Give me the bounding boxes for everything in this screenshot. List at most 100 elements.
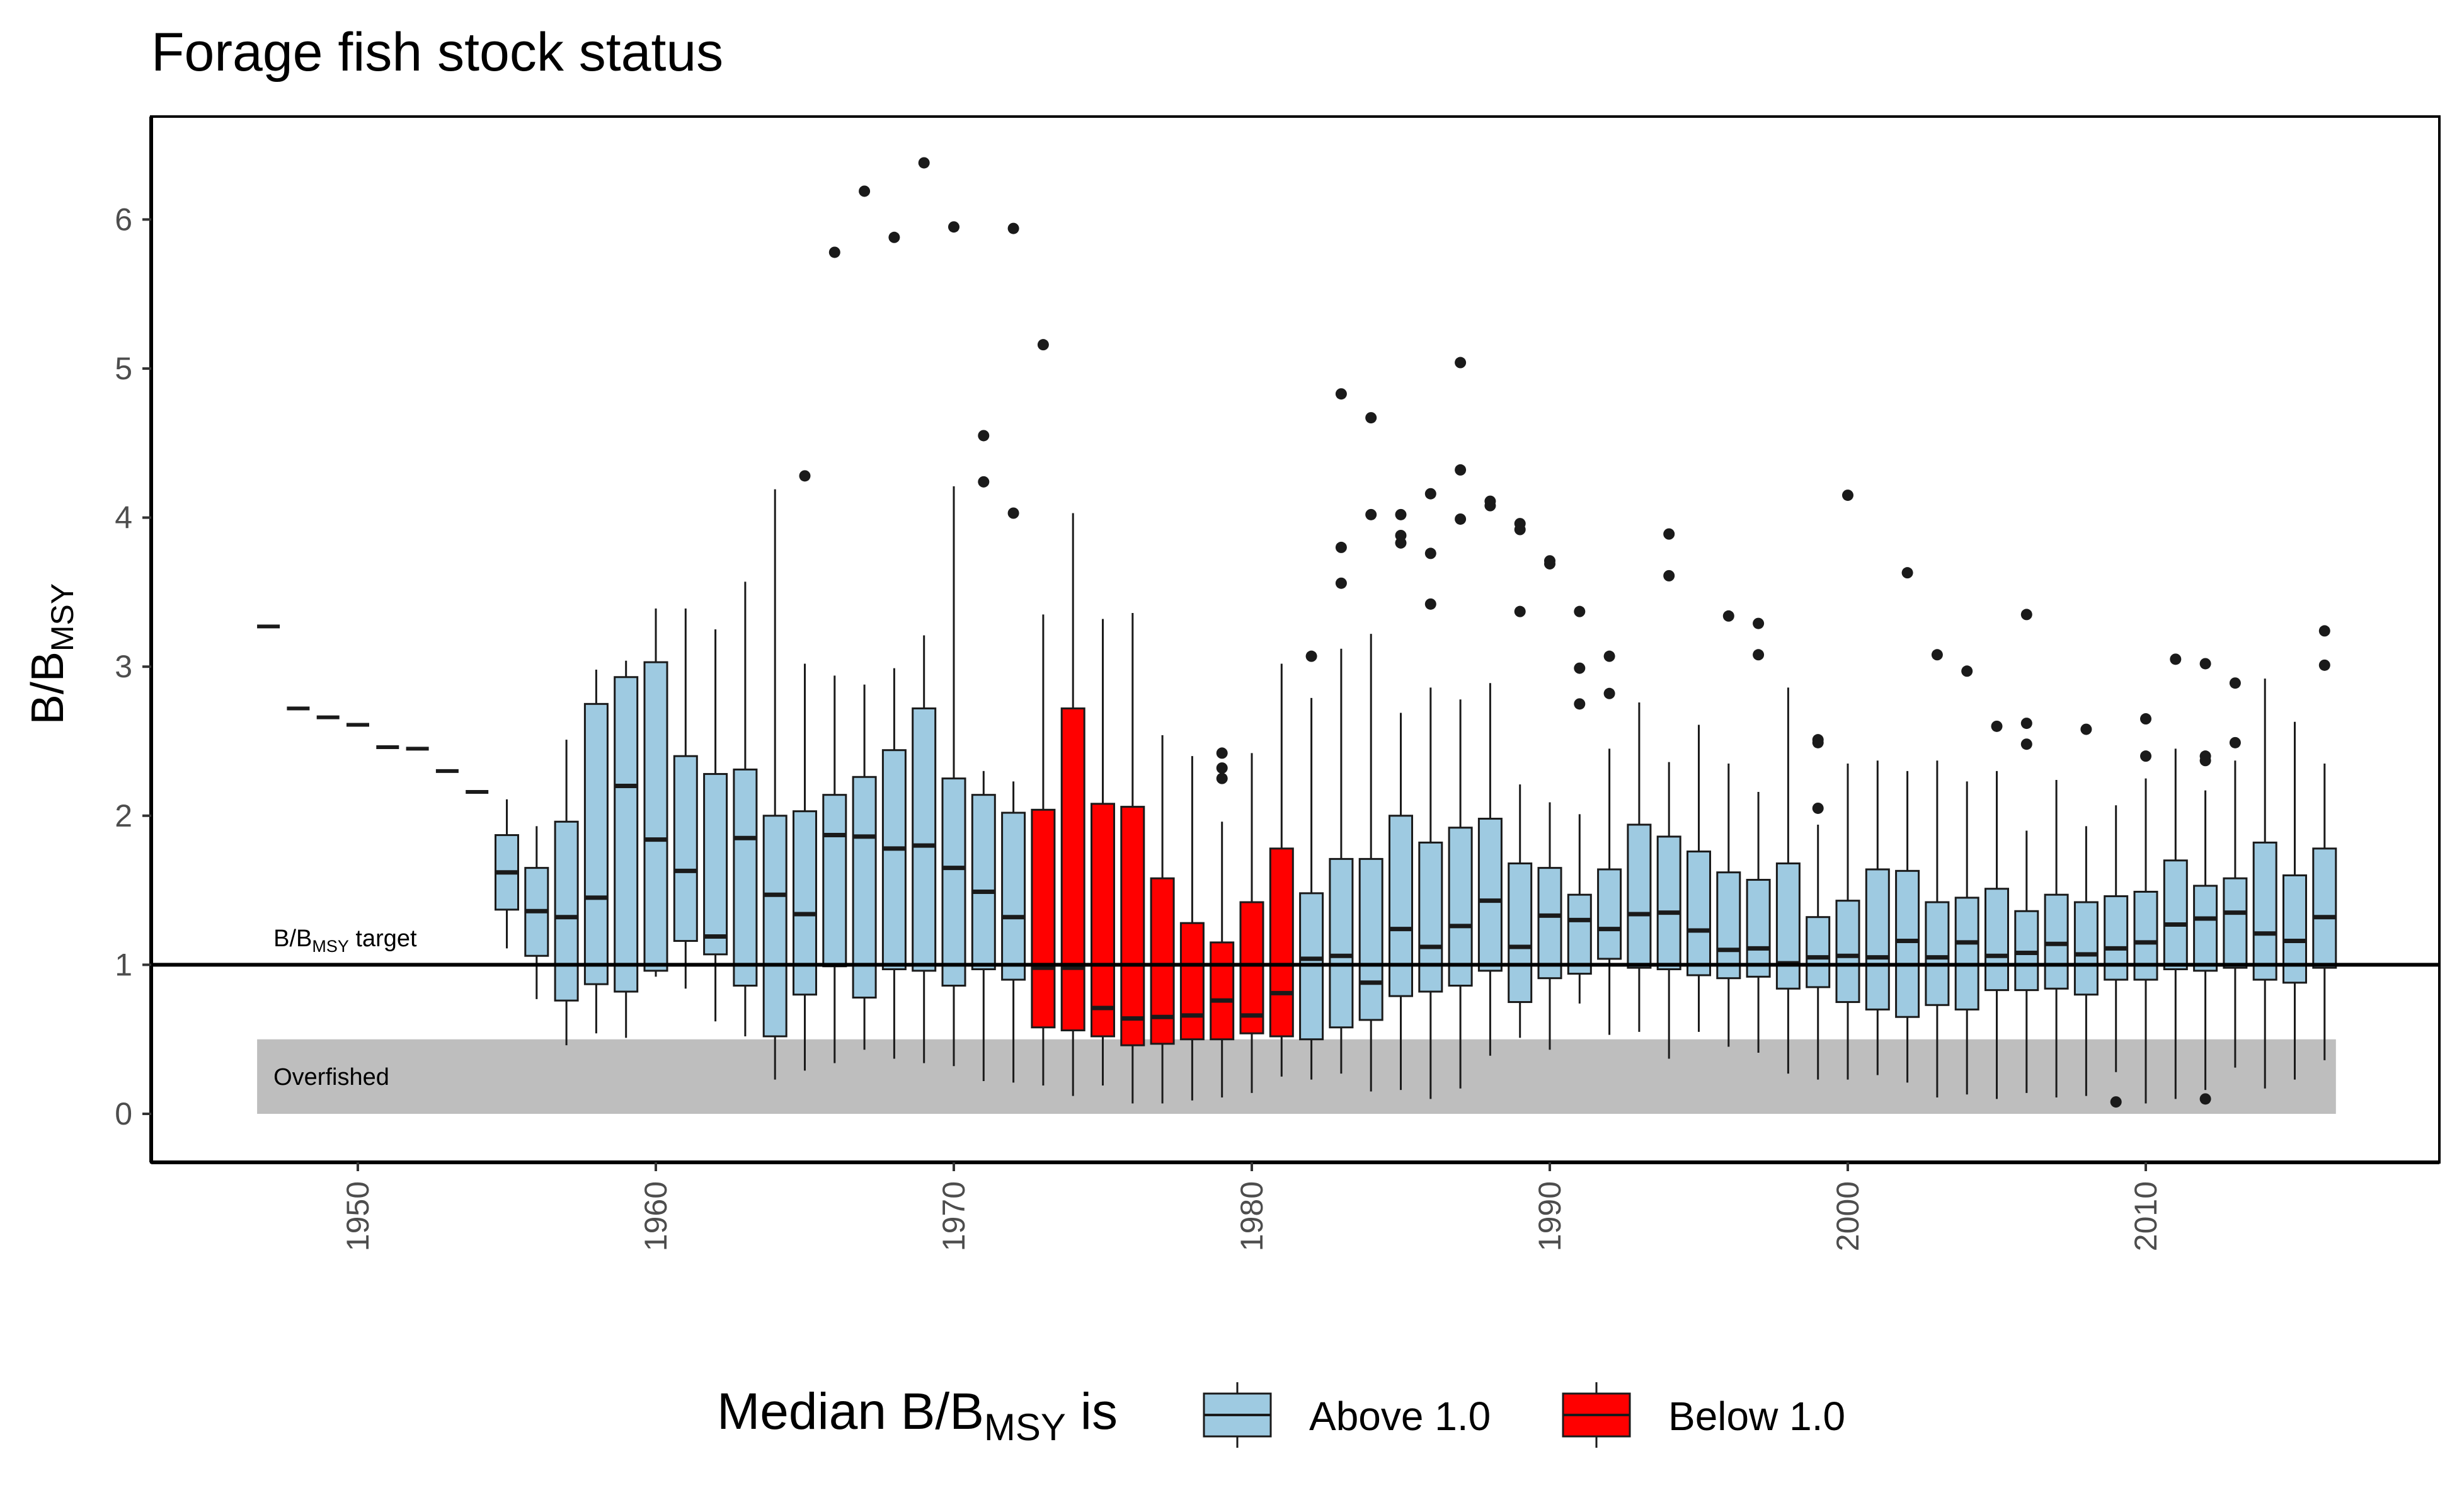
box-body — [1269, 847, 1294, 1038]
legend: Median B/BMSY is Above 1.0 Below 1.0 — [717, 1382, 1845, 1448]
outlier-point — [1901, 567, 1913, 579]
outlier-point — [2318, 625, 2330, 637]
outlier-point — [1424, 547, 1436, 559]
outlier-point — [2170, 653, 2182, 665]
outlier-point — [1395, 508, 1407, 520]
box-2015 — [2282, 721, 2307, 1080]
box-body — [1567, 893, 1592, 975]
box-1964 — [762, 489, 788, 1080]
outlier-point — [1335, 577, 1347, 589]
x-tick-label: 1950 — [340, 1181, 375, 1251]
box-2003 — [1925, 649, 1950, 1097]
box-1960 — [643, 608, 668, 977]
outlier-point — [1812, 802, 1824, 814]
box-body — [2044, 893, 2069, 990]
x-tick-label: 2000 — [1830, 1181, 1865, 1251]
outlier-point — [978, 430, 990, 442]
box-2014 — [2252, 679, 2277, 1089]
box-body — [1656, 835, 1681, 970]
outlier-point — [2229, 736, 2241, 748]
outlier-point — [1753, 617, 1765, 629]
outlier-point — [1455, 464, 1467, 476]
x-tick-label: 2010 — [2128, 1181, 2163, 1251]
outlier-point — [2199, 658, 2211, 670]
box-1955 — [495, 799, 519, 949]
box-1992 — [1597, 650, 1622, 1035]
outlier-point — [1216, 747, 1228, 759]
y-tick-label: 2 — [115, 798, 132, 833]
box-body — [1806, 916, 1831, 988]
x-tick-label: 1960 — [638, 1181, 673, 1251]
box-body — [852, 776, 877, 999]
outlier-point — [1424, 598, 1436, 610]
box-body — [822, 794, 847, 968]
box-2000 — [1835, 490, 1860, 1080]
box-1956 — [524, 826, 549, 999]
box-2004 — [1954, 665, 1979, 1095]
outlier-point — [1216, 772, 1228, 784]
box-body — [1179, 922, 1205, 1041]
box-2001 — [1865, 760, 1890, 1075]
box-1985 — [1389, 508, 1413, 1091]
y-tick-label: 3 — [115, 649, 132, 684]
box-body — [1895, 869, 1920, 1018]
box-body — [1358, 857, 1383, 1021]
box-body — [733, 768, 758, 987]
outlier-point — [799, 470, 811, 482]
box-body — [971, 794, 996, 970]
box-2013 — [2223, 677, 2248, 1068]
outlier-point — [948, 221, 959, 233]
outlier-point — [2020, 609, 2032, 621]
outlier-point — [2020, 738, 2032, 750]
outlier-point — [1574, 698, 1586, 710]
box-1961 — [673, 608, 698, 989]
legend-label: Above 1.0 — [1309, 1394, 1491, 1439]
box-body — [1210, 941, 1235, 1041]
box-1978 — [1179, 756, 1205, 1101]
legend-title: Median B/BMSY is — [717, 1383, 1118, 1448]
outlier-point — [1812, 736, 1824, 748]
box-body — [1508, 862, 1533, 1004]
box-body — [1537, 867, 1562, 980]
box-1970 — [941, 221, 966, 1067]
outlier-point — [2020, 718, 2032, 730]
box-body — [881, 749, 907, 970]
box-1963 — [733, 581, 758, 1036]
outlier-point — [859, 185, 871, 197]
box-body — [1746, 879, 1771, 978]
box-body — [1389, 815, 1413, 997]
box-body — [2014, 910, 2039, 992]
box-2006 — [2014, 609, 2039, 1093]
box-body — [2223, 877, 2248, 969]
outlier-point — [1395, 537, 1407, 549]
box-body — [1329, 857, 1354, 1029]
x-tick-label: 1970 — [936, 1181, 971, 1251]
box-body — [1775, 862, 1801, 990]
box-1977 — [1150, 735, 1175, 1104]
outlier-point — [1484, 500, 1496, 512]
box-body — [583, 702, 609, 985]
outlier-point — [1961, 665, 1973, 677]
box-1966 — [822, 246, 847, 1063]
y-tick-label: 5 — [115, 351, 132, 386]
outlier-point — [1365, 412, 1377, 424]
box-body — [1031, 808, 1056, 1029]
box-1973 — [1031, 339, 1056, 1086]
box-1965 — [793, 470, 817, 1071]
outlier-point — [1216, 762, 1228, 774]
box-body — [673, 755, 698, 942]
box-1983 — [1329, 388, 1354, 1074]
box-1995 — [1687, 724, 1711, 1032]
legend-label: Below 1.0 — [1668, 1394, 1845, 1439]
y-tick-label: 4 — [115, 500, 132, 536]
y-tick-label: 6 — [115, 202, 132, 237]
box-2012 — [2193, 658, 2218, 1105]
legend-item-above: Above 1.0 — [1203, 1382, 1491, 1448]
x-tick-label: 1990 — [1532, 1181, 1567, 1251]
box-body — [2252, 841, 2277, 981]
box-body — [703, 773, 728, 956]
box-1975 — [1091, 619, 1115, 1086]
box-body — [1001, 811, 1026, 981]
box-body — [1418, 841, 1443, 993]
outlier-point — [2080, 723, 2092, 735]
